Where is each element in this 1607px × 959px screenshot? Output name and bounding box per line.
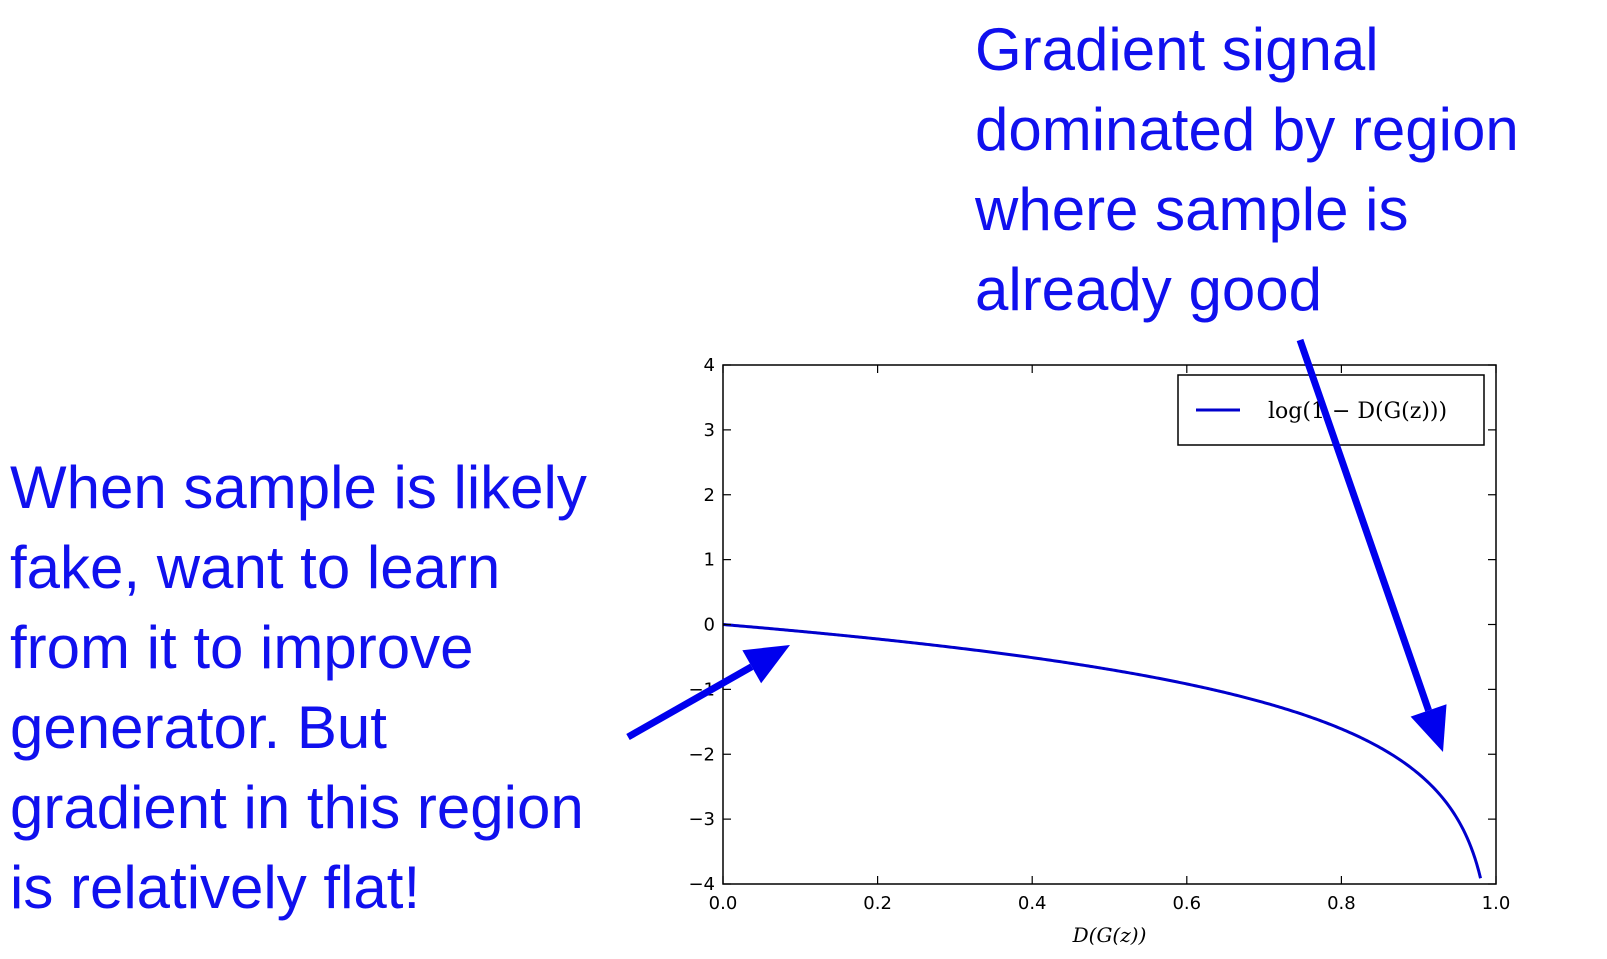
annotation-right: Gradient signal dominated by region where … bbox=[975, 10, 1519, 330]
x-tick-label: 0.0 bbox=[709, 893, 738, 914]
annotation-left-line: fake, want to learn bbox=[10, 534, 501, 601]
annotation-left: When sample is likely fake, want to learn… bbox=[10, 448, 587, 928]
annotation-left-line: is relatively flat! bbox=[10, 854, 421, 921]
y-tick-label: 1 bbox=[704, 550, 715, 571]
annotation-left-line: gradient in this region bbox=[10, 774, 584, 841]
y-tick-label: 2 bbox=[704, 485, 715, 506]
annotation-right-line: where sample is bbox=[975, 176, 1409, 243]
x-tick-label: 0.2 bbox=[863, 893, 892, 914]
x-tick-label: 0.6 bbox=[1172, 893, 1201, 914]
arrow-left-head bbox=[742, 645, 790, 684]
arrow-right bbox=[1296, 338, 1447, 752]
annotation-right-line: already good bbox=[975, 256, 1322, 323]
y-tick-label: 4 bbox=[704, 355, 715, 376]
y-tick-label: −2 bbox=[688, 744, 715, 765]
arrow-left-shaft bbox=[626, 663, 754, 741]
x-axis-title: D(G(z)) bbox=[1072, 923, 1147, 947]
arrow-right-shaft bbox=[1296, 338, 1432, 712]
x-tick-label: 1.0 bbox=[1482, 893, 1511, 914]
y-tick-label: −4 bbox=[688, 874, 715, 895]
annotation-right-line: dominated by region bbox=[975, 96, 1519, 163]
y-tick-label: 3 bbox=[704, 420, 715, 441]
arrow-right-head bbox=[1410, 704, 1447, 752]
annotation-left-line: generator. But bbox=[10, 694, 387, 761]
arrow-left bbox=[626, 645, 790, 741]
annotation-left-line: from it to improve bbox=[10, 614, 474, 681]
annotation-left-line: When sample is likely bbox=[10, 454, 587, 521]
annotation-right-line: Gradient signal bbox=[975, 16, 1379, 83]
x-tick-label: 0.4 bbox=[1018, 893, 1047, 914]
series-line bbox=[722, 623, 1482, 879]
y-tick-label: 0 bbox=[704, 615, 715, 636]
legend-label: log(1 − D(G(z))) bbox=[1268, 399, 1447, 424]
y-tick-label: −3 bbox=[688, 809, 715, 830]
x-tick-label: 0.8 bbox=[1327, 893, 1356, 914]
